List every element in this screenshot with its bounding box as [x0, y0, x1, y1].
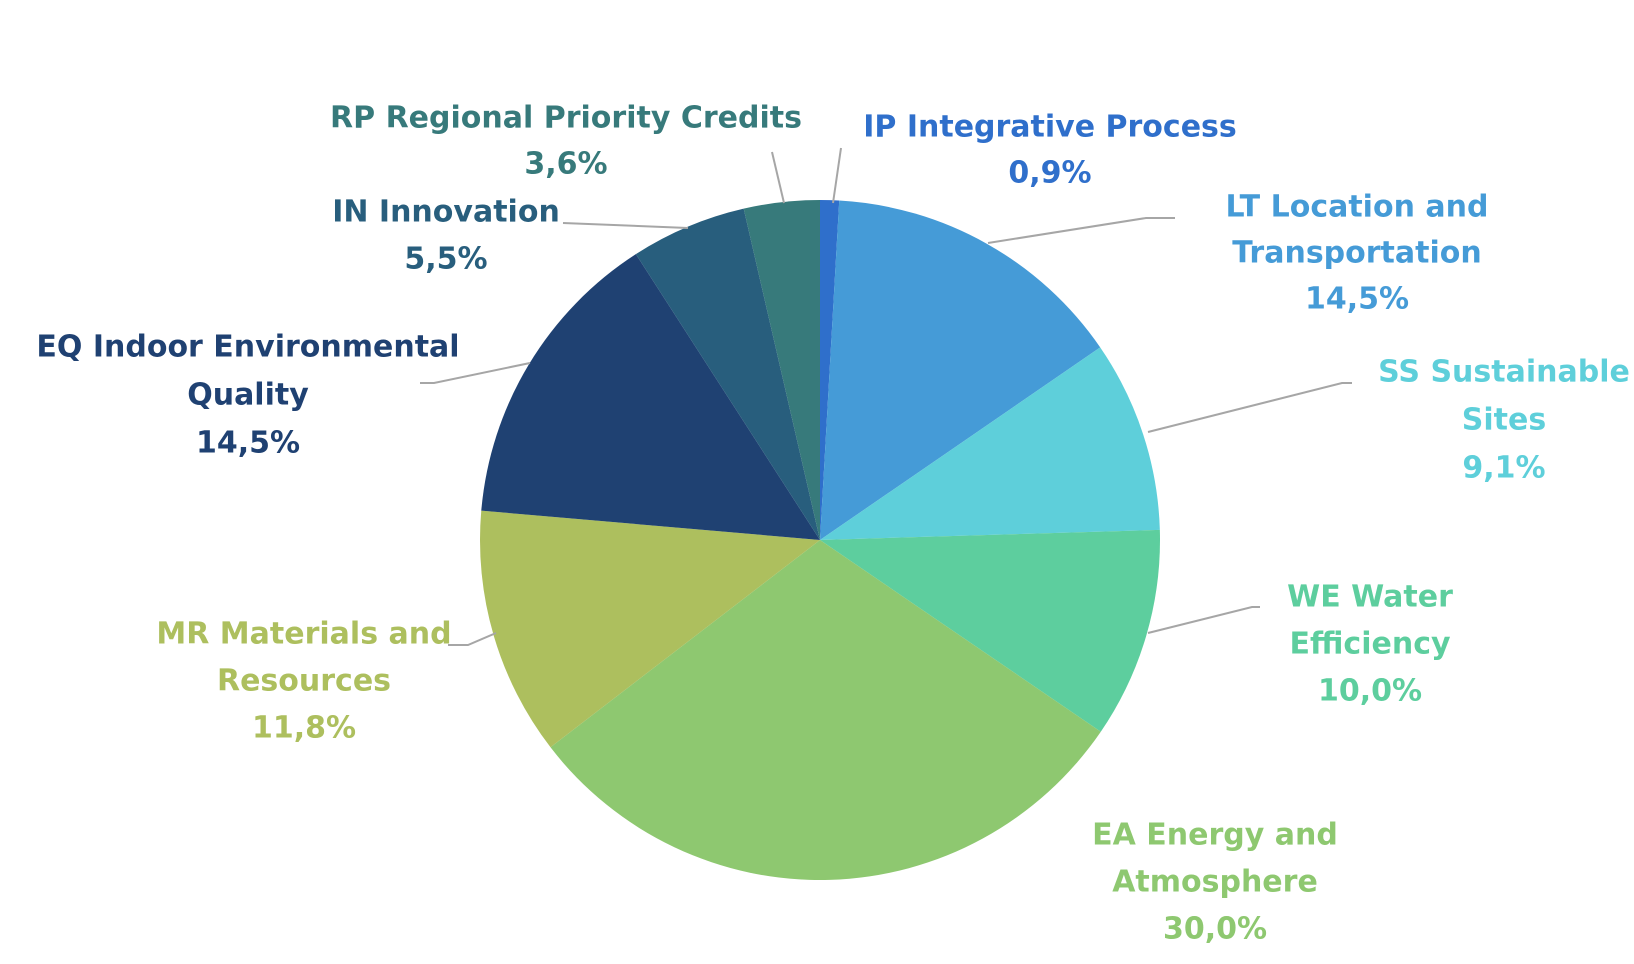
leader-line-we [1147, 606, 1260, 634]
slice-value-label-rp: 3,6% [524, 147, 607, 182]
leader-line-lt [987, 217, 1175, 244]
leader-line-in [562, 222, 689, 229]
slice-category-label-eq: EQ Indoor Environmental [36, 330, 459, 365]
slice-category-label-ss: SS Sustainable [1378, 355, 1630, 390]
slice-value-label-ea: 30,0% [1163, 912, 1267, 947]
leader-lines [420, 147, 1352, 646]
slice-category-label-eq: Quality [187, 378, 309, 413]
leader-line-ip [832, 147, 842, 204]
slice-category-label-rp: RP Regional Priority Credits [330, 101, 802, 136]
slice-value-label-in: 5,5% [404, 242, 487, 277]
leader-line-mr [448, 632, 497, 646]
pie-slice-lt [820, 200, 1101, 541]
slice-category-label-ip: IP Integrative Process [863, 110, 1237, 145]
slice-value-label-eq: 14,5% [196, 426, 300, 461]
slice-value-label-lt: 14,5% [1305, 282, 1409, 317]
slice-category-label-lt: LT Location and [1226, 190, 1489, 225]
pie-slice-ip [820, 200, 840, 540]
slice-value-label-ss: 9,1% [1462, 451, 1545, 486]
pie-slice-rp [743, 200, 820, 540]
slice-value-label-mr: 11,8% [252, 711, 356, 746]
slice-value-label-ip: 0,9% [1008, 156, 1091, 191]
pie-slice-in [635, 208, 820, 540]
slice-category-label-mr: Resources [217, 664, 391, 699]
slice-category-label-we: WE Water [1287, 580, 1453, 615]
slice-category-label-mr: MR Materials and [156, 617, 451, 652]
slice-value-label-we: 10,0% [1318, 674, 1422, 709]
slice-labels: IP Integrative Process 0,9% LT Location an… [36, 101, 1629, 947]
slice-category-label-we: Efficiency [1289, 627, 1451, 662]
slice-category-label-lt: Transportation [1232, 236, 1481, 271]
pie-slice-mr [479, 510, 820, 748]
pie-slice-we [820, 529, 1161, 732]
slice-category-label-ea: Atmosphere [1112, 865, 1318, 900]
pie-slice-ea [550, 540, 1101, 881]
slice-category-label-ss: Sites [1462, 403, 1546, 438]
leader-line-rp [771, 151, 785, 204]
slice-category-label-in: IN Innovation [332, 195, 560, 230]
leader-line-ss [1147, 382, 1352, 433]
pie-slice-eq [481, 254, 820, 540]
leader-line-eq [420, 362, 531, 384]
slice-category-label-ea: EA Energy and [1092, 818, 1338, 853]
pie-slices [479, 200, 1161, 881]
pie-slice-ss [820, 347, 1160, 540]
